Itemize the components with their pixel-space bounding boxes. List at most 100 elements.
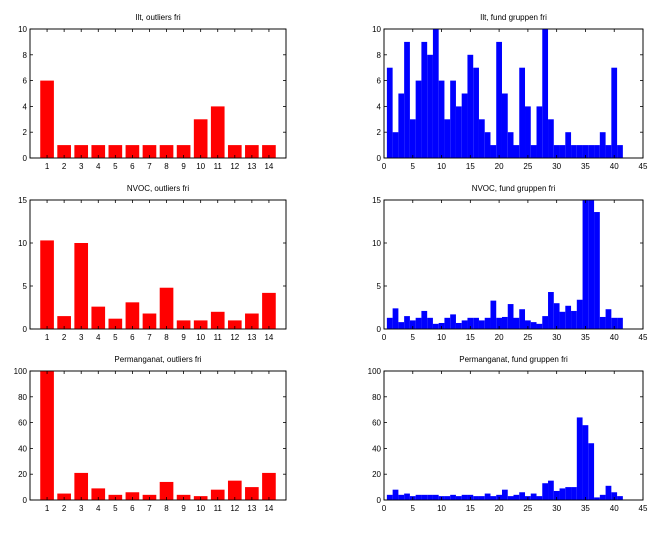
bar xyxy=(461,494,468,500)
y-tick-label: 40 xyxy=(372,444,381,453)
bar xyxy=(227,320,242,329)
x-tick-label: 15 xyxy=(466,333,475,342)
x-tick-label: 12 xyxy=(230,162,239,171)
bar xyxy=(432,29,439,158)
x-tick-label: 25 xyxy=(523,504,532,513)
x-tick-label: 13 xyxy=(247,504,256,513)
y-tick-label: 0 xyxy=(377,496,382,505)
bar xyxy=(496,317,502,329)
bar xyxy=(427,54,433,158)
x-tick-label: 5 xyxy=(411,504,416,513)
x-tick-label: 35 xyxy=(581,162,590,171)
bar xyxy=(542,316,549,329)
bar xyxy=(409,320,416,329)
y-tick-label: 0 xyxy=(23,154,28,163)
x-tick-label: 40 xyxy=(610,162,619,171)
x-tick-label: 10 xyxy=(437,333,446,342)
bar xyxy=(473,67,479,158)
bar xyxy=(142,313,157,329)
axes-frame xyxy=(29,370,287,501)
x-tick-label: 7 xyxy=(147,162,152,171)
x-tick-label: 35 xyxy=(581,504,590,513)
bar xyxy=(507,304,514,329)
y-tick-label: 5 xyxy=(377,282,382,291)
bar xyxy=(553,303,560,329)
x-tick-label: 30 xyxy=(552,333,561,342)
x-tick-label: 25 xyxy=(523,162,532,171)
x-tick-label: 30 xyxy=(552,504,561,513)
bar xyxy=(404,41,410,158)
x-tick-label: 10 xyxy=(437,504,446,513)
bar xyxy=(392,489,399,500)
y-tick-label: 4 xyxy=(23,102,28,111)
y-tick-label: 6 xyxy=(377,77,382,86)
bar xyxy=(57,316,71,329)
bar xyxy=(513,494,520,500)
bar xyxy=(455,322,462,329)
bar xyxy=(74,472,89,500)
bar xyxy=(450,494,456,500)
bar xyxy=(398,322,405,329)
bar xyxy=(571,145,577,158)
x-tick-label: 5 xyxy=(411,333,416,342)
bar xyxy=(193,119,208,158)
x-tick-label: 20 xyxy=(495,504,504,513)
bar xyxy=(125,145,140,158)
x-tick-label: 35 xyxy=(581,333,590,342)
x-tick-label: 13 xyxy=(247,162,256,171)
bar xyxy=(421,41,428,158)
x-tick-label: 10 xyxy=(196,504,205,513)
x-tick-label: 40 xyxy=(610,333,619,342)
x-tick-label: 11 xyxy=(214,504,223,513)
chart-6: Permanganat, fund gruppen fri 0 20 40 60 80 10… xyxy=(368,355,648,513)
bar xyxy=(227,145,242,158)
bar xyxy=(57,493,71,500)
bar xyxy=(467,317,474,329)
x-tick-label: 30 xyxy=(552,162,561,171)
bar xyxy=(450,80,456,158)
x-tick-label: 10 xyxy=(196,333,205,342)
y-tick-label: 0 xyxy=(377,154,382,163)
bar xyxy=(125,302,140,329)
x-tick-label: 11 xyxy=(214,162,223,171)
axes-frame-top xyxy=(383,370,644,501)
bar xyxy=(548,480,554,500)
bar xyxy=(605,485,612,500)
bar xyxy=(525,320,531,329)
bar xyxy=(455,496,462,500)
bar xyxy=(576,299,583,329)
bar xyxy=(386,494,393,500)
y-tick-label: 20 xyxy=(18,470,27,479)
x-tick-label: 13 xyxy=(247,333,256,342)
chart-title: NVOC, fund gruppen fri xyxy=(472,184,556,193)
bar xyxy=(501,489,508,500)
x-tick-label: 20 xyxy=(495,162,504,171)
bar xyxy=(427,494,433,500)
bar xyxy=(74,145,89,158)
y-tick-label: 80 xyxy=(372,393,381,402)
x-tick-label: 8 xyxy=(164,504,169,513)
axes-frame xyxy=(29,199,287,330)
x-tick-label: 25 xyxy=(523,333,532,342)
bar xyxy=(536,496,543,500)
x-tick-label: 5 xyxy=(113,333,118,342)
bar xyxy=(571,487,577,500)
bar xyxy=(542,29,549,158)
bar xyxy=(611,492,618,500)
bar xyxy=(210,311,225,329)
bar xyxy=(404,316,410,329)
y-tick-label: 100 xyxy=(368,367,382,376)
x-tick-label: 14 xyxy=(264,504,273,513)
bar xyxy=(57,145,71,158)
x-tick-label: 7 xyxy=(147,333,152,342)
x-tick-label: 5 xyxy=(411,162,416,171)
x-tick-label: 45 xyxy=(639,162,648,171)
y-tick-label: 2 xyxy=(23,128,28,137)
x-tick-label: 1 xyxy=(45,333,50,342)
x-tick-label: 12 xyxy=(230,504,239,513)
bar xyxy=(392,132,399,158)
bar xyxy=(484,132,491,158)
y-tick-label: 20 xyxy=(372,470,381,479)
bar xyxy=(227,480,242,500)
